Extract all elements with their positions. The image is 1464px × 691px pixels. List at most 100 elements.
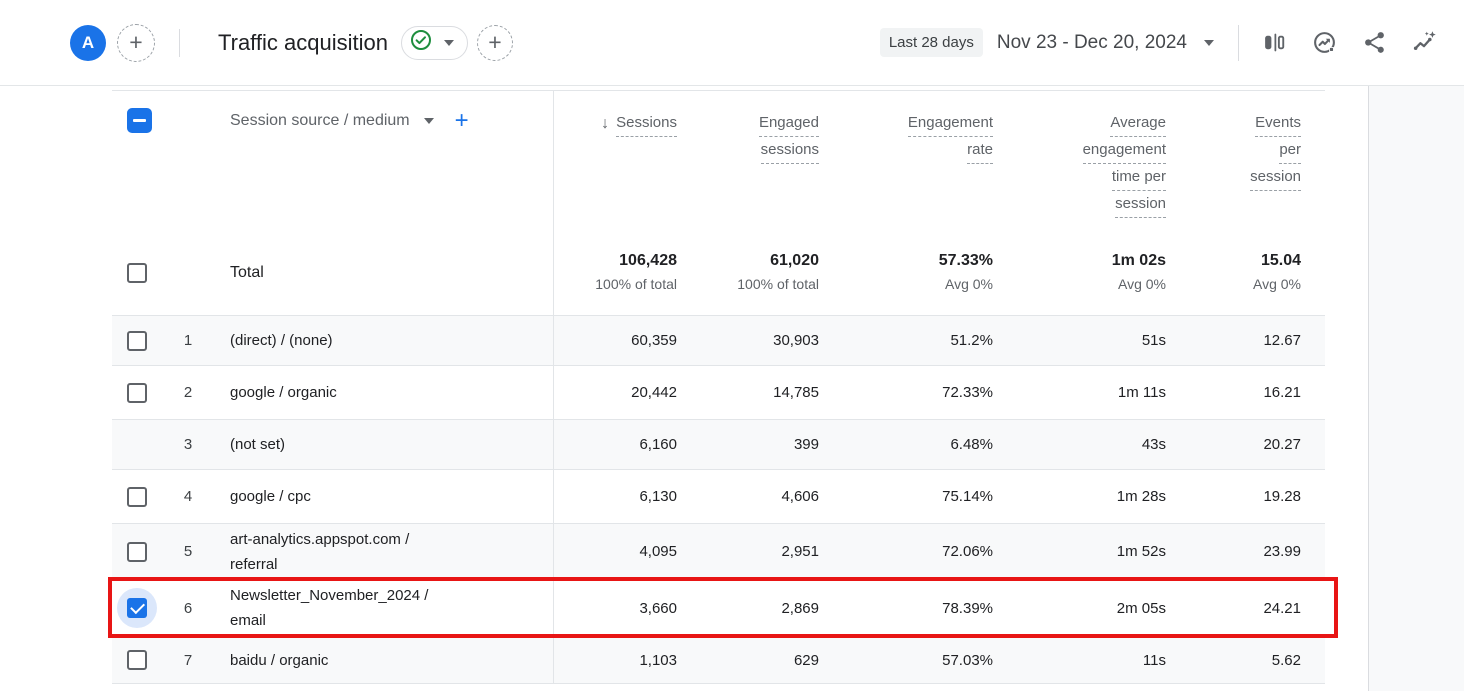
cell-engaged-sessions: 399 [793,436,819,453]
total-checkbox[interactable] [127,263,147,283]
total-engagement-rate: 57.33% Avg 0% [938,252,993,292]
cell-events-per-session: 19.28 [1263,488,1301,505]
table-body: 1 (direct) / (none) 60,359 30,903 51.2% … [108,315,1338,684]
table-row-selected: 6 Newsletter_November_2024 /email 3,660 … [108,577,1338,638]
cell-events-per-session: 12.67 [1263,332,1301,349]
table-row: 3 (not set) 6,160 399 6.48% 43s 20.27 [112,419,1325,469]
add-dimension-button[interactable]: + [454,106,469,134]
row-source-label: Newsletter_November_2024 /email [230,587,429,629]
add-comparison-button[interactable]: + [117,23,155,62]
cell-engaged-sessions: 14,785 [773,384,819,401]
total-label: Total [230,264,264,281]
cell-avg-engagement-time: 1m 28s [1116,488,1166,505]
top-bar: A + Traffic acquisition + Last 28 days N… [0,0,1464,86]
cell-engagement-rate: 75.14% [942,488,993,505]
comparison-icon[interactable] [1262,30,1287,55]
row-number: 7 [183,651,193,669]
cell-avg-engagement-time: 43s [1141,436,1166,453]
cell-engagement-rate: 72.33% [942,384,993,401]
traffic-table: Session source / medium + ↓ Sessions Eng… [108,90,1338,684]
dimension-selector[interactable]: Session source / medium [230,111,410,129]
dimension-header-cell: Session source / medium + [112,91,553,133]
cell-sessions: 20,442 [553,366,701,419]
row-source-label: google / organic [230,384,337,401]
scorecard-trending-icon[interactable] [1312,30,1337,55]
cell-engagement-rate: 6.48% [950,436,993,453]
date-preset-badge: Last 28 days [879,28,983,57]
row-checkbox[interactable] [127,330,147,351]
table-row: 7 baidu / organic 1,103 629 57.03% 11s 5… [112,636,1325,683]
share-icon[interactable] [1362,30,1387,55]
toolbar-icons [1262,30,1437,55]
row-checkbox-checked[interactable] [127,598,147,618]
chevron-down-icon[interactable] [423,117,434,124]
cell-sessions: 3,660 [553,580,701,636]
table-row: 4 google / cpc 6,130 4,606 75.14% 1m 28s… [112,469,1325,523]
cell-engaged-sessions: 629 [793,651,819,669]
cell-engagement-rate: 57.03% [942,651,993,669]
avatar[interactable]: A [70,24,106,61]
report-status-dropdown[interactable] [400,25,468,60]
cell-sessions: 1,103 [553,637,701,683]
page-title: Traffic acquisition [218,29,388,55]
cell-engagement-rate: 51.2% [950,332,993,349]
total-events-per-session: 15.04 Avg 0% [1253,252,1301,292]
total-label-cell: Total [112,231,553,315]
check-circle-icon [409,28,433,57]
column-header-sessions[interactable]: ↓ Sessions [553,91,701,231]
date-range-selector[interactable]: Nov 23 - Dec 20, 2024 [996,31,1187,53]
cell-avg-engagement-time: 1m 11s [1117,384,1166,401]
column-header-engaged-sessions[interactable]: Engaged sessions [701,91,843,231]
cell-avg-engagement-time: 2m 05s [1116,599,1166,617]
cell-avg-engagement-time: 1m 52s [1116,543,1166,560]
row-source-label: (not set) [230,436,286,453]
row-checkbox[interactable] [127,650,147,670]
cell-events-per-session: 24.21 [1263,599,1301,617]
add-report-button[interactable]: + [476,24,513,61]
row-number: 6 [183,599,193,617]
row-checkbox[interactable] [127,541,147,562]
divider [1238,24,1239,61]
insights-side-panel [1368,86,1464,691]
table-header-row: Session source / medium + ↓ Sessions Eng… [112,91,1325,231]
column-header-avg-engagement-time[interactable]: Average engagement time per session [1017,91,1190,231]
row-number: 5 [183,543,193,560]
total-engaged-sessions: 61,020 100% of total [737,252,819,292]
table-row: 1 (direct) / (none) 60,359 30,903 51.2% … [112,315,1325,365]
cell-events-per-session: 20.27 [1263,436,1301,453]
cell-engaged-sessions: 2,951 [781,543,819,560]
cell-sessions: 60,359 [553,316,701,365]
row-number: 1 [183,332,193,349]
row-number: 4 [183,488,193,505]
row-source-label: art-analytics.appspot.com / referral [230,530,410,573]
select-all-checkbox-indeterminate[interactable] [127,108,152,133]
cell-sessions: 6,160 [553,420,701,469]
cell-engaged-sessions: 4,606 [781,488,819,505]
insights-sparkline-icon[interactable] [1412,30,1437,55]
table-row: 5 art-analytics.appspot.com / referral 4,… [112,523,1325,579]
cell-engaged-sessions: 30,903 [773,332,819,349]
sort-descending-icon: ↓ [601,115,610,132]
chevron-down-icon[interactable] [1204,39,1214,46]
row-source-label: (direct) / (none) [230,332,333,349]
chevron-down-icon [443,39,454,46]
cell-sessions: 4,095 [553,524,701,579]
row-source-label: baidu / organic [230,651,329,669]
cell-engagement-rate: 72.06% [942,543,993,560]
row-checkbox[interactable] [127,486,147,507]
column-header-events-per-session[interactable]: Events per session [1190,91,1325,231]
column-header-engagement-rate[interactable]: Engagement rate [843,91,1017,231]
cell-events-per-session: 5.62 [1271,651,1301,669]
cell-sessions: 6,130 [553,470,701,523]
cell-engagement-rate: 78.39% [942,599,993,617]
row-number: 2 [183,384,193,401]
table-row: 2 google / organic 20,442 14,785 72.33% … [112,365,1325,419]
row-checkbox[interactable] [127,382,147,403]
row-number: 3 [183,436,193,453]
cell-events-per-session: 16.21 [1263,384,1301,401]
total-avg-engagement-time: 1m 02s Avg 0% [1111,252,1166,292]
row-source-label: google / cpc [230,488,311,505]
total-sessions: 106,428 100% of total [553,231,701,315]
total-row: Total 106,428 100% of total 61,020 100% … [112,231,1325,315]
